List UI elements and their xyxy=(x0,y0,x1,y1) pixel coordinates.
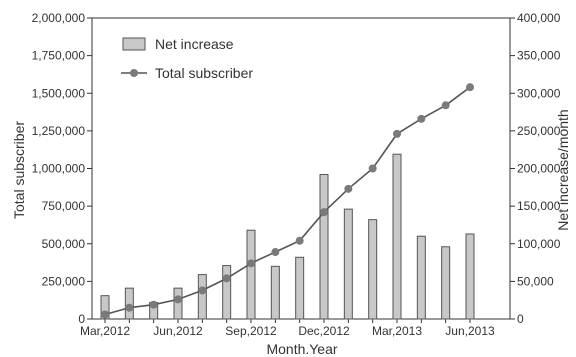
x-axis: Mar,2012 Jun,2012 Sep,2012 Dec,2012 Mar,2013… xyxy=(80,319,495,338)
point-total-subscriber xyxy=(466,83,474,92)
net-increase-bars xyxy=(100,153,475,320)
left-tick-label: 750,000 xyxy=(42,199,86,213)
point-total-subscriber xyxy=(174,295,182,304)
point-total-subscriber xyxy=(247,259,255,268)
right-tick-label: 0 xyxy=(517,312,524,326)
x-tick-label: Sep,2012 xyxy=(225,324,277,338)
point-total-subscriber xyxy=(368,164,377,173)
point-total-subscriber xyxy=(417,114,426,123)
left-tick-label: 2,000,000 xyxy=(32,11,86,25)
left-tick-label: 1,000,000 xyxy=(32,162,86,176)
point-total-subscriber xyxy=(125,303,134,312)
right-tick-label: 200,000 xyxy=(517,162,561,176)
point-total-subscriber xyxy=(198,286,207,295)
y-axis-left-title: Total subscriber xyxy=(11,121,27,219)
bar-net-increase xyxy=(368,219,378,320)
bar-net-increase xyxy=(295,256,305,320)
total-subscriber-line xyxy=(101,83,474,319)
left-tick-label: 1,500,000 xyxy=(32,86,86,100)
bar-net-increase xyxy=(173,287,183,320)
left-axis: 0 250,000 500,000 750,000 1,000,000 1,250,000… xyxy=(32,11,92,326)
bar-net-increase xyxy=(124,287,134,320)
legend-label-total-subscriber: Total subscriber xyxy=(155,65,253,81)
left-tick-label: 500,000 xyxy=(42,237,86,251)
x-tick-label: Dec,2012 xyxy=(298,324,350,338)
point-total-subscriber xyxy=(271,248,280,257)
bar-net-increase xyxy=(441,246,451,320)
point-total-subscriber xyxy=(101,310,109,319)
right-tick-label: 350,000 xyxy=(517,49,561,63)
legend-label-net-increase: Net increase xyxy=(155,36,234,52)
point-total-subscriber xyxy=(295,236,304,245)
bar-net-increase xyxy=(197,274,207,320)
y-axis-right-title: Net increase/month xyxy=(555,109,571,230)
right-tick-label: 400,000 xyxy=(517,11,561,25)
bar-net-increase xyxy=(270,265,280,320)
bar-net-increase xyxy=(222,265,232,320)
bar-net-increase xyxy=(465,233,475,320)
legend: Net increase Total subscriber xyxy=(121,36,253,81)
right-tick-label: 250,000 xyxy=(517,124,561,138)
x-axis-title: Month.Year xyxy=(266,341,337,357)
legend-swatch-net-increase xyxy=(122,37,146,51)
left-tick-label: 250,000 xyxy=(42,274,86,288)
left-tick-label: 1,750,000 xyxy=(32,49,86,63)
line-total-subscriber xyxy=(104,86,471,316)
right-tick-label: 150,000 xyxy=(517,199,561,213)
x-tick-label: Mar,2012 xyxy=(80,324,130,338)
point-total-subscriber xyxy=(344,184,353,193)
point-total-subscriber xyxy=(320,208,328,217)
left-tick-label: 1,250,000 xyxy=(32,124,86,138)
point-total-subscriber xyxy=(149,300,158,309)
x-tick-label: Jun,2013 xyxy=(445,324,495,338)
point-total-subscriber xyxy=(393,129,401,138)
x-tick-label: Mar,2013 xyxy=(372,324,422,338)
point-total-subscriber xyxy=(222,274,231,283)
bar-net-increase xyxy=(416,235,426,320)
bar-net-increase xyxy=(343,208,353,320)
right-axis: 0 50,000 100,000 150,000 200,000 250,000 300,0… xyxy=(510,11,561,326)
point-total-subscriber xyxy=(441,101,450,110)
right-tick-label: 100,000 xyxy=(517,237,561,251)
right-tick-label: 50,000 xyxy=(517,274,554,288)
left-tick-label: 0 xyxy=(78,312,85,326)
bar-net-increase xyxy=(246,229,256,320)
x-tick-label: Jun,2012 xyxy=(153,324,203,338)
bar-net-increase xyxy=(100,295,110,320)
bar-net-increase xyxy=(392,153,402,320)
right-tick-label: 300,000 xyxy=(517,86,561,100)
legend-marker-total-subscriber xyxy=(130,69,138,77)
bar-net-increase xyxy=(319,174,329,320)
